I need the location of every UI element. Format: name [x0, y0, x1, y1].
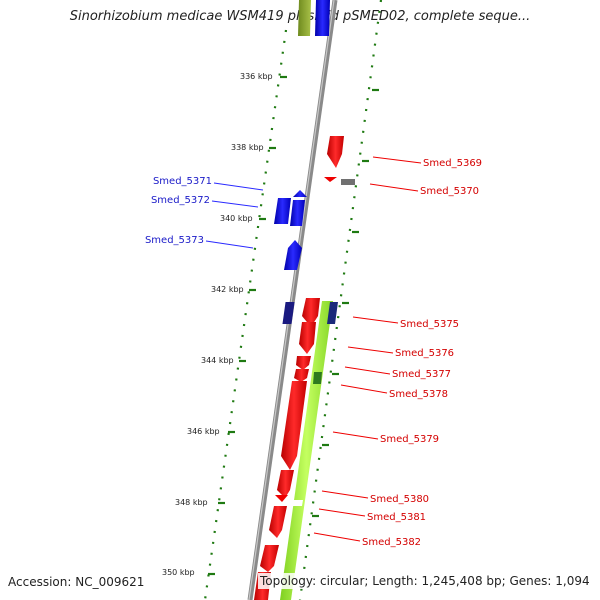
tick-label-342: 342 kbp — [211, 285, 244, 294]
gene-smed-5375[interactable] — [282, 302, 295, 324]
tick-label-340: 340 kbp — [220, 214, 253, 223]
gene-smed-5380-red[interactable] — [277, 470, 294, 498]
gene-smed-5376-red[interactable] — [299, 322, 316, 354]
tick-label-344: 344 kbp — [201, 356, 234, 365]
label-smed-5381[interactable]: Smed_5381 — [367, 512, 426, 523]
gene-smed-5375-red[interactable] — [302, 298, 320, 327]
label-smed-5376[interactable]: Smed_5376 — [395, 348, 454, 359]
label-smed-5379[interactable]: Smed_5379 — [380, 434, 439, 445]
label-smed-5380[interactable]: Smed_5380 — [370, 494, 429, 505]
gene-smed-5375-dark[interactable] — [327, 302, 338, 324]
label-smed-5377[interactable]: Smed_5377 — [392, 369, 451, 380]
label-smed-5371[interactable]: Smed_5371 — [153, 176, 212, 187]
gene-smed-5382-red[interactable] — [260, 545, 279, 572]
accession-label: Accession: NC_009621 — [8, 575, 145, 589]
gene-smed-5377-red[interactable] — [296, 356, 311, 370]
label-smed-5369[interactable]: Smed_5369 — [423, 158, 482, 169]
label-smed-5382[interactable]: Smed_5382 — [362, 537, 421, 548]
tick-label-350: 350 kbp — [162, 568, 195, 577]
gene-smed-5369[interactable] — [327, 136, 344, 168]
tick-label-348: 348 kbp — [175, 498, 208, 507]
leader-lines-right — [313, 156, 422, 542]
outer-ruler-right — [298, 0, 383, 600]
label-smed-5372[interactable]: Smed_5372 — [151, 195, 210, 206]
gene-smed-5370[interactable] — [341, 179, 355, 185]
gene-smed-5380[interactable] — [285, 500, 303, 506]
label-smed-5373[interactable]: Smed_5373 — [145, 235, 204, 246]
feature-top-blue[interactable] — [315, 0, 330, 36]
tick-label-336: 336 kbp — [240, 72, 273, 81]
feature-top-olive[interactable] — [298, 0, 311, 36]
tick-label-346: 346 kbp — [187, 427, 220, 436]
gene-smed-5373[interactable] — [284, 240, 302, 270]
gene-smed-5370-red[interactable] — [324, 177, 337, 182]
backbone-line — [247, 0, 338, 600]
gene-smed-5380b-red[interactable] — [275, 495, 288, 502]
label-smed-5370[interactable]: Smed_5370 — [420, 186, 479, 197]
gene-smed-5378[interactable] — [313, 372, 322, 384]
gene-smed-5379-red[interactable] — [281, 381, 307, 470]
gene-smed-5378-red[interactable] — [294, 369, 309, 382]
gene-smed-5381-red[interactable] — [269, 506, 287, 538]
gene-smed-5372[interactable] — [274, 198, 291, 224]
label-smed-5375[interactable]: Smed_5375 — [400, 319, 459, 330]
genome-summary: Topology: circular; Length: 1,245,408 bp… — [258, 573, 592, 589]
label-smed-5378[interactable]: Smed_5378 — [389, 389, 448, 400]
gene-smed-5371[interactable] — [293, 190, 307, 197]
outer-ruler-left — [203, 29, 288, 600]
leader-lines-left — [205, 182, 264, 249]
tick-label-338: 338 kbp — [231, 143, 264, 152]
tick-marks — [208, 75, 379, 576]
gene-smed-5372b[interactable] — [290, 200, 305, 226]
